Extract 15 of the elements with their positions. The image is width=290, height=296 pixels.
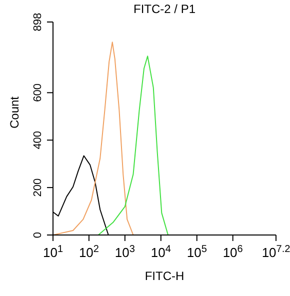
x-tick-label: 10$^{1}$	[42, 244, 64, 260]
x-tick-label: 10$^{3}$	[114, 244, 136, 260]
y-tick-label: 898	[32, 12, 44, 32]
x-tick-label: 10$^{7.2}$	[262, 244, 290, 260]
y-tick-label: 400	[32, 130, 44, 150]
x-tick-label: 10$^{2}$	[78, 244, 100, 260]
y-tick-label: 0	[32, 232, 44, 238]
x-tick-label: 10$^{4}$	[150, 244, 172, 260]
y-tick-label: 600	[32, 84, 44, 102]
y-tick-label: 200	[32, 178, 44, 197]
x-tick-label: 10$^{6}$	[222, 244, 244, 260]
x-tick-label: 10$^{5}$	[186, 244, 208, 260]
chart-title: FITC-2 / P1	[132, 2, 196, 16]
y-axis-title: Count	[7, 96, 22, 128]
x-axis-title: FITC-H	[144, 269, 184, 283]
